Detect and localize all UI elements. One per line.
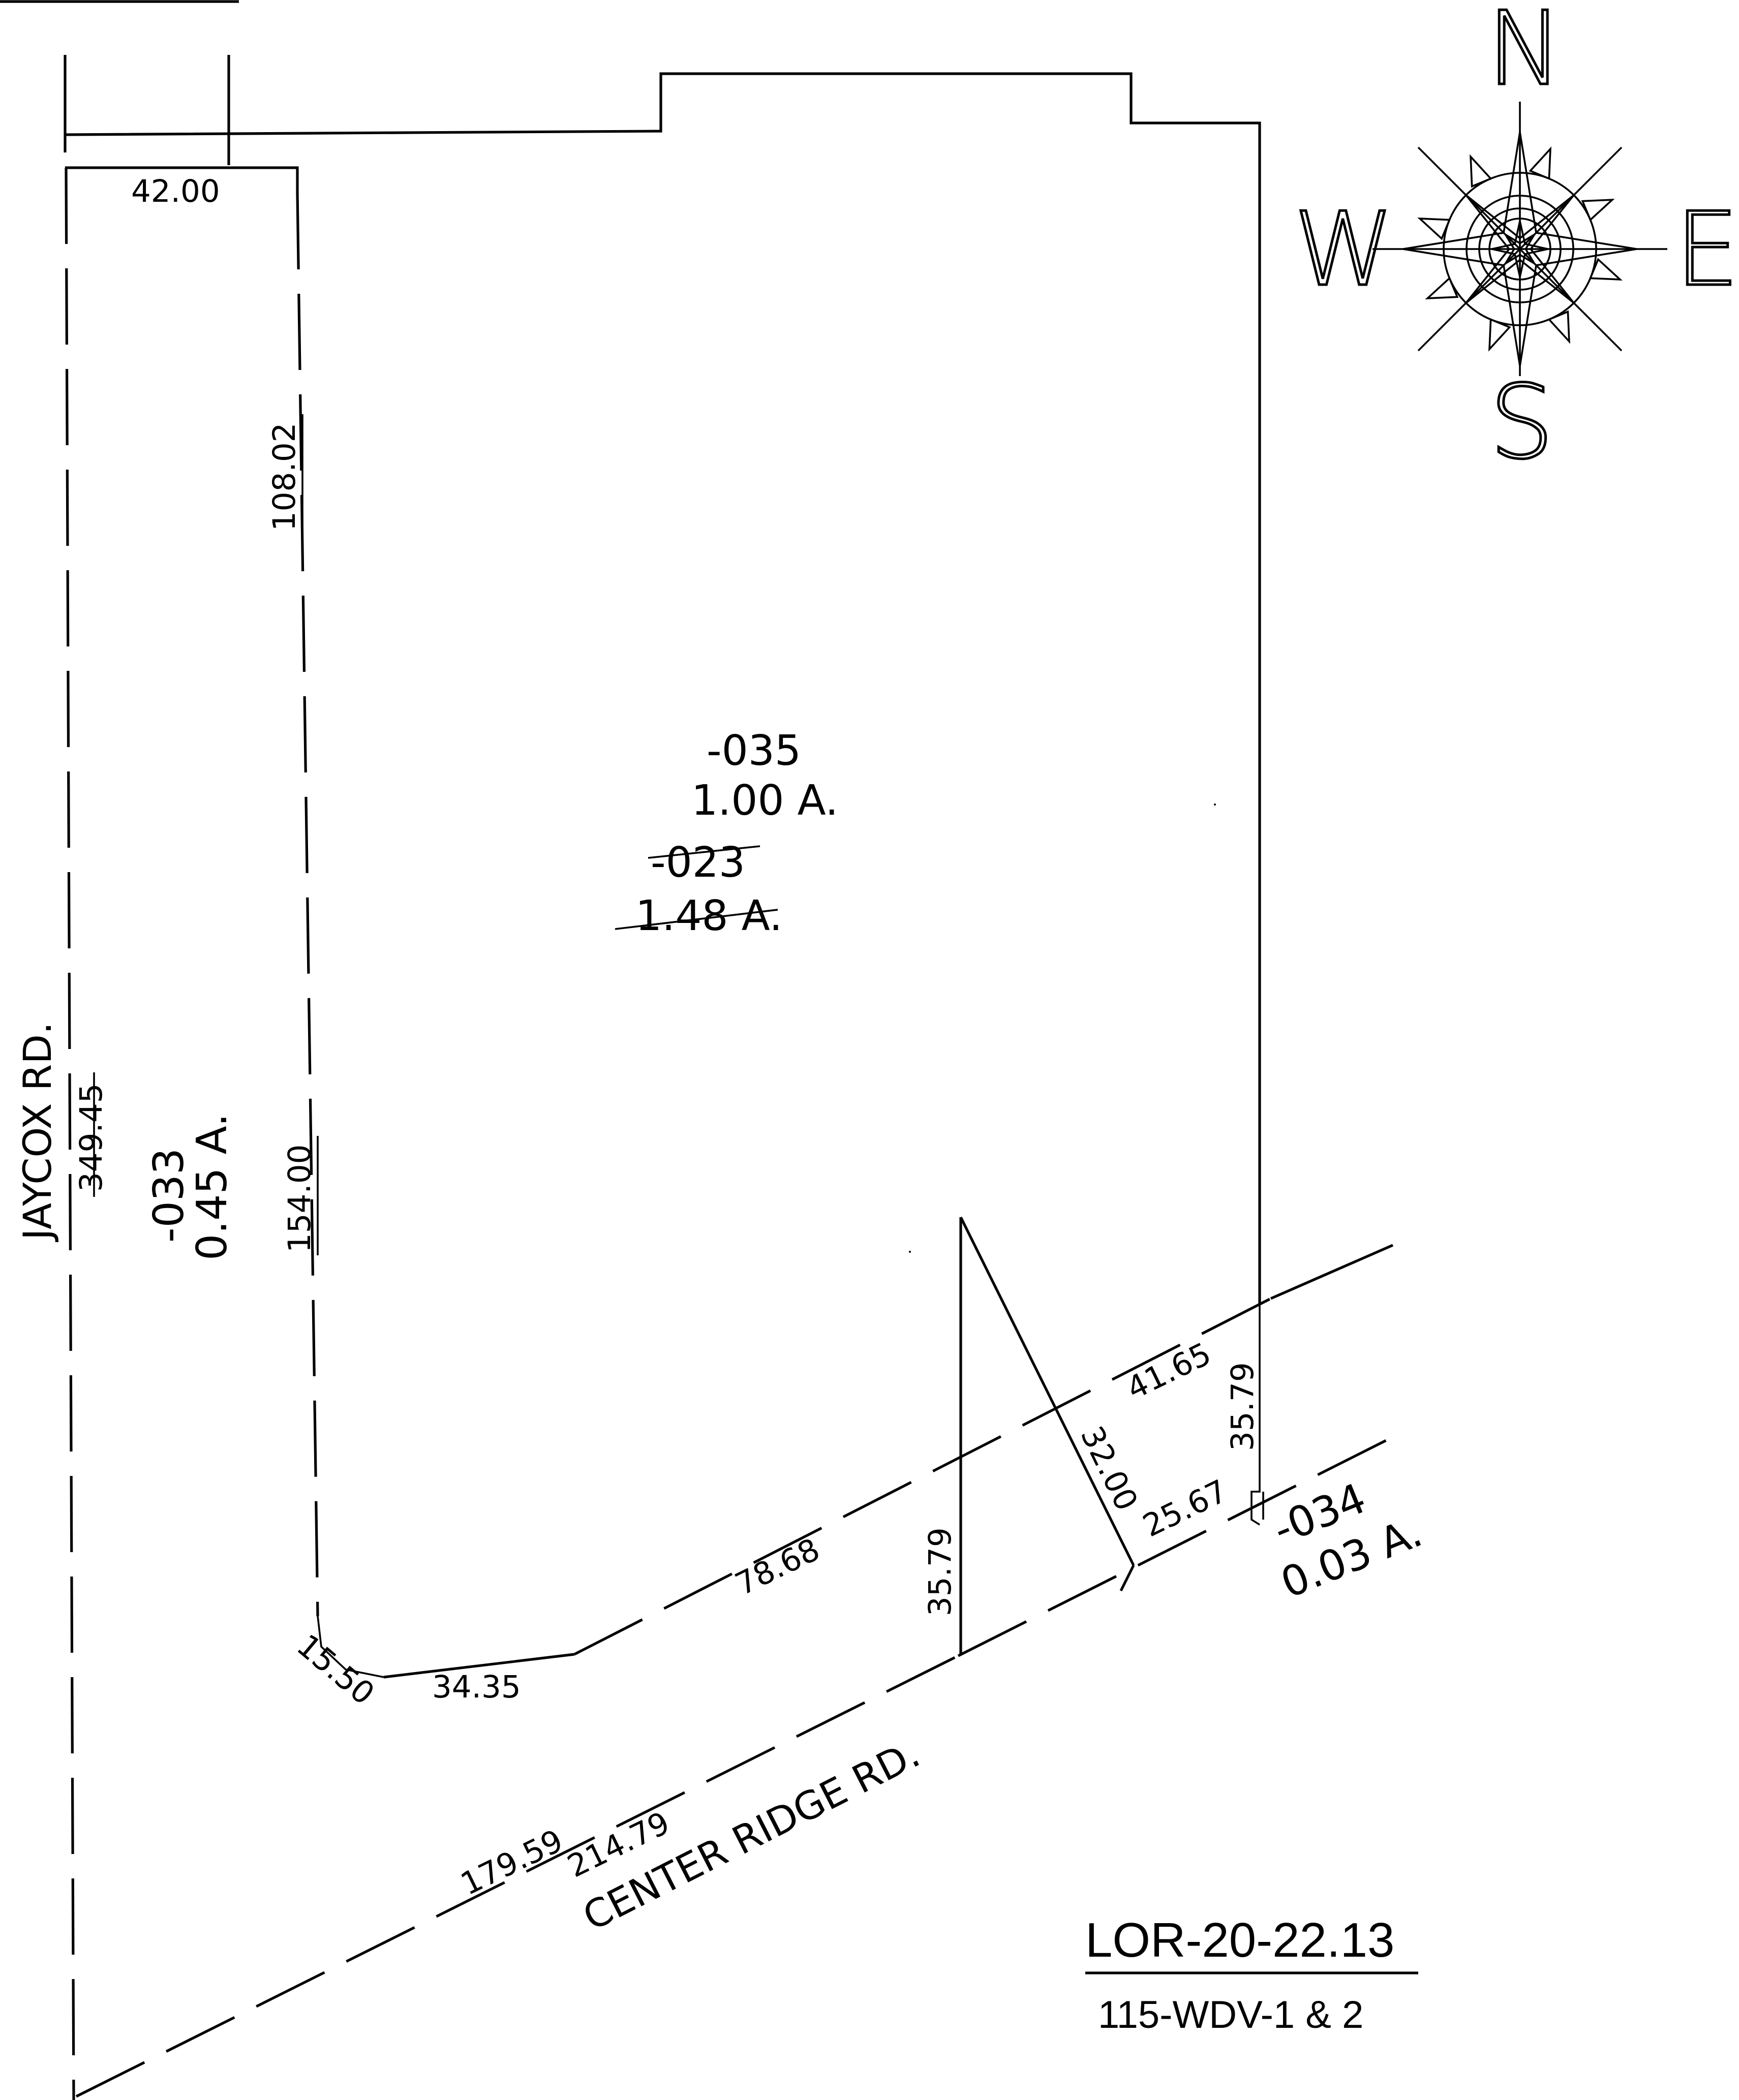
center-ridge-rd-right-of-way: [75, 1654, 959, 2098]
top-width-return: [229, 166, 299, 193]
sheet-reference: 115-WDV-1 & 2: [1098, 1993, 1363, 2036]
compass-tooth: [1417, 218, 1451, 240]
jaycox-rd-right-of-way: [65, 167, 75, 2100]
parcel-033-east-line: [296, 193, 319, 1617]
dim-east-vertical: 35.79: [1225, 1362, 1261, 1451]
dim-west-lower: 154.00: [282, 1145, 318, 1253]
south-line-b: [573, 1297, 1272, 1656]
compass-diag-2: [1417, 146, 1623, 352]
road-label-jaycox: JAYCOX RD.: [15, 1022, 60, 1242]
compass-inner-star: [1491, 221, 1548, 277]
dim-row-segment: 25.67: [1137, 1473, 1233, 1544]
dim-east-segment: 41.65: [1121, 1336, 1216, 1407]
parcel-035-area: 1.00 A.: [691, 777, 838, 825]
dim-west-upper: 108.02: [266, 423, 302, 531]
dim-top-width: 42.00: [131, 173, 220, 209]
compass-ring-2: [1466, 195, 1574, 303]
compass-main-star: [1402, 132, 1637, 366]
compass-secondary-star: [1465, 194, 1575, 304]
parcel-035-id: -035: [707, 727, 801, 775]
compass-west-label: W: [1294, 191, 1394, 309]
compass-tooth: [1589, 258, 1623, 281]
project-number: LOR-20-22.13: [1085, 1913, 1394, 1967]
parcel-033-area: 0.45 A.: [188, 1114, 236, 1260]
compass-tooth: [1581, 199, 1615, 222]
compass-inner-star-2: [1505, 234, 1535, 264]
compass-north-label: N: [1487, 0, 1563, 108]
parcel-023-id: -023: [651, 839, 745, 887]
compass-ring-3: [1478, 207, 1562, 291]
compass-tooth: [1425, 276, 1459, 299]
parcel-023-area: 1.48 A.: [635, 892, 782, 940]
compass-tooth: [1547, 310, 1570, 344]
dim-south-a: 34.35: [432, 1669, 521, 1705]
diagonal-line: [959, 1216, 1135, 1566]
dim-mid-vertical: 35.79: [922, 1527, 958, 1616]
parcel-labels: -035 1.00 A. -023 1.48 A. -033 0.45 A. -…: [145, 727, 1429, 1608]
parcel-023-strike: [648, 845, 760, 859]
dim-corner-arc: 15.50: [290, 1627, 381, 1712]
dim-row-a: 179.59: [455, 1823, 568, 1902]
parcel-boundaries: [64, 55, 1396, 2100]
dim-south-b: 78.68: [729, 1531, 825, 1602]
parcel-034-corner: [1250, 1304, 1261, 1526]
diagonal-tick: [1119, 1564, 1135, 1592]
survey-dot: [909, 1251, 911, 1253]
north-east-boundary: [65, 72, 1261, 1304]
compass-tooth: [1470, 154, 1492, 188]
dim-road-frontage: 349.45: [73, 1084, 109, 1192]
survey-dot: [1214, 804, 1216, 806]
compass-rose: N S E W: [1293, 0, 1739, 483]
compass-tooth: [1488, 318, 1511, 352]
south-line-a: [383, 1653, 575, 1679]
compass-serrations: [1417, 146, 1623, 352]
title-block: LOR-20-22.13 115-WDV-1 & 2: [1085, 1913, 1418, 2036]
parcel-023-area-strike: [615, 909, 778, 930]
compass-east-label: E: [1675, 191, 1739, 309]
center-ridge-rd-east: [957, 1434, 1396, 1657]
south-line-c: [1270, 1244, 1394, 1300]
parcel-033-id: -033: [145, 1148, 193, 1243]
dimension-labels: 42.00 108.02 154.00 349.45 15.50 34.35 7…: [73, 173, 1261, 1902]
compass-tooth: [1529, 146, 1551, 180]
compass-ring-4: [1488, 218, 1551, 281]
compass-south-label: S: [1489, 363, 1554, 482]
compass-outer-ring: [1443, 172, 1597, 326]
parcel-033-corner: [317, 1616, 384, 1678]
